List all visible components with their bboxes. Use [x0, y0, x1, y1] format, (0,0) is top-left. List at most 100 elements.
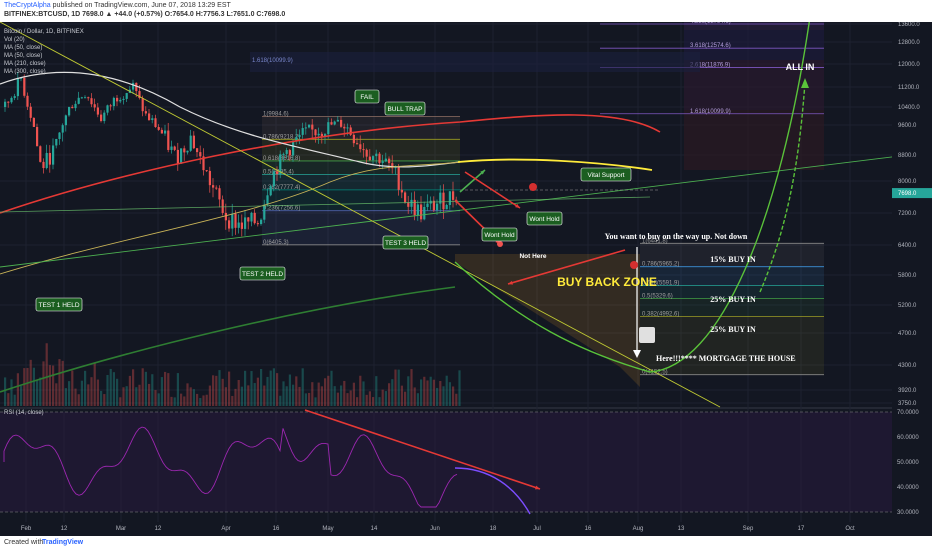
candle-body [29, 106, 32, 118]
candle-body [45, 152, 48, 169]
tradingview-logo[interactable]: TradingView [42, 539, 84, 546]
rsi-tick-label: 30.0000 [897, 510, 919, 516]
price-tick-label: 3920.0 [898, 388, 917, 394]
green-up-arrow-head [480, 170, 485, 175]
time-tick-label: Feb [21, 526, 32, 532]
callout-vital-support-text: Vital Support [587, 172, 624, 179]
candle-body [240, 222, 243, 229]
candle-body [250, 212, 253, 222]
volume-bar [32, 367, 35, 406]
candle-body [180, 148, 183, 164]
legend-ma-1[interactable]: MA (50, close) [4, 45, 43, 51]
fib-label: 0.5(8195.4) [263, 170, 294, 176]
volume-bar [100, 390, 103, 406]
volume-bar [173, 397, 176, 406]
price-tick-label: 12000.0 [898, 62, 920, 68]
candle-body [119, 99, 122, 102]
label-mortgage: Here!!!**** MORTGAGE THE HOUSE [656, 354, 796, 363]
volume-bar [48, 365, 51, 406]
candle-body [420, 204, 423, 220]
legend-symbol[interactable]: Bitcoin / Dollar, 1D, BITFINEX [4, 29, 84, 35]
buyback-fib-band [640, 243, 824, 267]
volume-bar [247, 385, 250, 406]
candle-body [320, 133, 323, 137]
legend-ma-3[interactable]: MA (210, close) [4, 61, 46, 67]
red-arrow-not-here-head [508, 280, 513, 285]
volume-bar [55, 383, 58, 406]
volume-bar [103, 394, 106, 406]
author-name[interactable]: TheCryptAlpha [4, 2, 51, 9]
candle-body [205, 170, 208, 172]
upper-fib-zone [250, 52, 700, 72]
label-buy-25b: 25% BUY IN [710, 325, 756, 334]
volume-bar [458, 370, 461, 406]
callout-wont-hold-2-text: Wont Hold [484, 232, 515, 239]
extension-label: 2.618(11876.9) [690, 63, 730, 69]
volume-bar [292, 384, 295, 406]
volume-bar [272, 368, 275, 406]
time-tick-label: 12 [61, 526, 68, 532]
volume-bar [256, 377, 259, 406]
candle-body [247, 217, 250, 222]
candle-body [333, 121, 336, 125]
volume-bar [192, 389, 195, 406]
volume-bar [368, 391, 371, 406]
red-arrow-1 [464, 171, 521, 209]
volume-bar [288, 374, 291, 406]
candle-body [330, 122, 333, 125]
rsi-legend[interactable]: RSI (14, close) [4, 410, 44, 416]
ma-50-line [0, 71, 461, 168]
candle-body [132, 82, 135, 90]
candle-body [381, 161, 384, 163]
candle-body [436, 203, 439, 211]
fib-label: 0.382(7777.4) [263, 185, 300, 191]
volume-bar [199, 397, 202, 406]
candle-body [148, 113, 151, 121]
candle-body [324, 134, 327, 137]
buyback-fib-band [640, 298, 824, 317]
volume-bar [420, 379, 423, 406]
volume-bar [432, 379, 435, 406]
legend-volume[interactable]: Vol (20) [4, 37, 25, 43]
volume-bar [410, 369, 413, 406]
price-tick-label: 10400.0 [898, 105, 920, 111]
volume-bar [39, 377, 42, 406]
candle-body [237, 222, 240, 228]
candle-body [10, 97, 13, 103]
legend-ma-4[interactable]: MA (300, close) [4, 69, 46, 75]
candle-body [208, 170, 211, 186]
candle-body [314, 129, 317, 136]
upper-fib-label: 1.618(10099.9) [252, 58, 293, 64]
volume-bar [244, 370, 247, 406]
legend-ma-2[interactable]: MA (50, close) [4, 53, 43, 59]
candle-body [400, 189, 403, 193]
candle-body [356, 143, 359, 145]
volume-bar [336, 392, 339, 406]
volume-bar [119, 397, 122, 406]
extension-zone [684, 30, 824, 60]
callout-test1-box [35, 297, 83, 312]
volume-bar [52, 365, 55, 406]
price-chart[interactable]: 4.236(13794.6) 3.618(12574.6) 2.618(11876.… [0, 22, 932, 536]
candle-body [71, 106, 74, 109]
candle-body [442, 192, 445, 210]
candle-body [311, 124, 314, 130]
candle-body [378, 153, 381, 163]
volume-bar [426, 380, 429, 406]
volume-bar [7, 393, 10, 406]
candle-body [160, 129, 163, 134]
volume-bar [276, 373, 279, 406]
time-tick-label: 16 [585, 526, 592, 532]
candle-body [189, 135, 192, 151]
volume-bar [180, 393, 183, 406]
volume-bar [170, 396, 173, 406]
candle-body [234, 213, 237, 228]
candle-body [423, 206, 426, 220]
candle-body [288, 150, 291, 156]
candle-body [260, 219, 263, 225]
candle-body [391, 163, 394, 169]
support-trendline-lower [0, 151, 932, 268]
fib-band [262, 160, 460, 175]
candle-body [407, 202, 410, 207]
label-buy-25a: 25% BUY IN [710, 295, 756, 304]
